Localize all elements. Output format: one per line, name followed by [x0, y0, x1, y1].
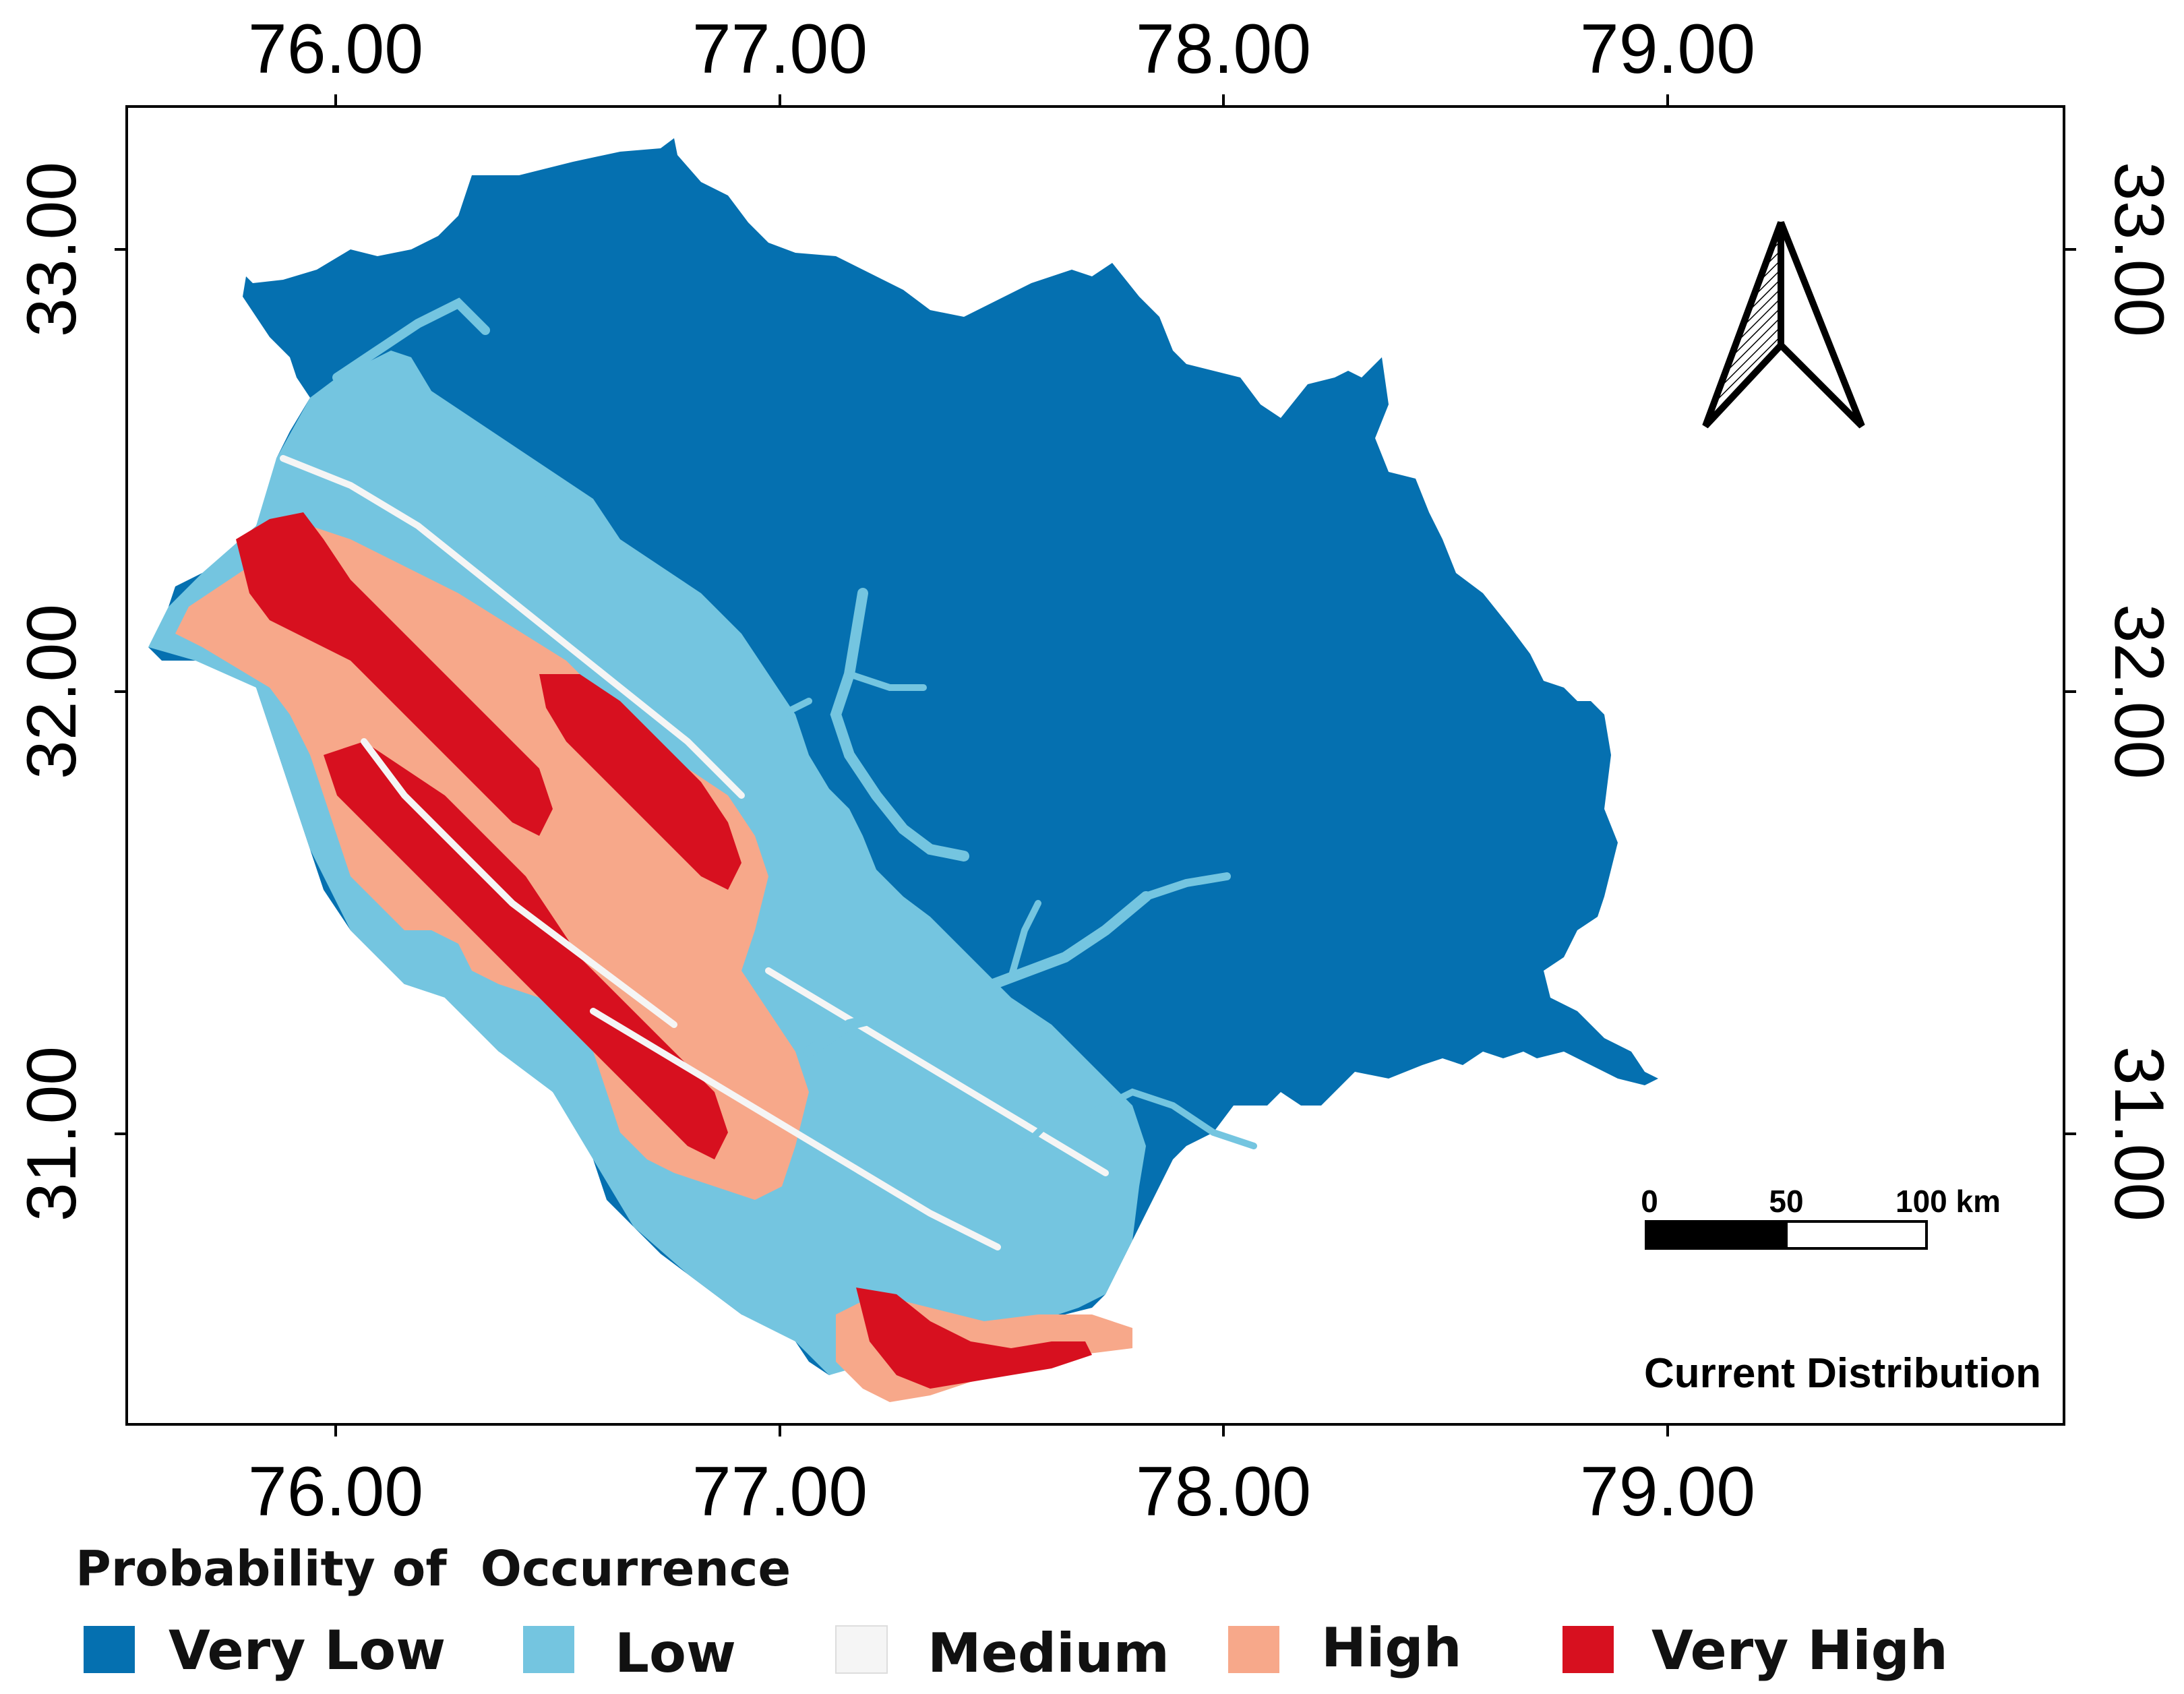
top-lon-label-2: 77.00 [692, 10, 868, 88]
bottom-lon-label-2: 77.00 [692, 1453, 868, 1531]
legend-swatch-low [523, 1626, 574, 1673]
region-very-low [148, 138, 1658, 1375]
left-lat-label-2: 32.00 [13, 604, 91, 779]
scale-bar-black-segment [1645, 1220, 1788, 1250]
left-lat-label-1: 33.00 [13, 162, 91, 337]
legend-label-low: Low [615, 1622, 736, 1685]
scale-label-0: 0 [1641, 1184, 1658, 1219]
region-very-high-1 [236, 512, 553, 836]
scale-bar: 0 50 100 km [1641, 1184, 2001, 1250]
legend-label-very-low: Very Low [169, 1619, 446, 1682]
legend-swatch-high [1228, 1626, 1279, 1673]
river-valleys-low [332, 297, 1257, 1149]
legend-label-medium: Medium [928, 1622, 1170, 1685]
region-very-high-2 [324, 742, 728, 1159]
map-title: Current Distribution [1644, 1350, 2041, 1397]
bottom-lon-label-3: 78.00 [1136, 1453, 1311, 1531]
legend-swatch-very-high [1563, 1626, 1614, 1673]
left-lat-label-3: 31.00 [13, 1046, 91, 1221]
right-lat-label-2: 32.00 [2100, 604, 2178, 779]
legend-title: Probability of Occurrence [75, 1540, 791, 1597]
legend-label-high: High [1321, 1616, 1462, 1679]
top-lon-label-4: 79.00 [1580, 10, 1755, 88]
scale-label-50: 50 [1769, 1184, 1803, 1219]
north-arrow-icon [1702, 221, 1865, 429]
legend-swatch-medium [835, 1625, 888, 1674]
top-lon-label-3: 78.00 [1136, 10, 1311, 88]
legend: Probability of Occurrence Very Low Low M… [75, 1540, 1948, 1685]
right-lat-label-1: 33.00 [2100, 162, 2178, 337]
legend-swatch-very-low [84, 1626, 135, 1673]
bottom-lon-label-1: 76.00 [248, 1453, 423, 1531]
region-medium [280, 455, 1109, 1250]
bottom-lon-label-4: 79.00 [1580, 1453, 1755, 1531]
region-very-high-4 [856, 1288, 1092, 1389]
scale-bar-white-segment [1785, 1220, 1928, 1250]
scale-label-100km: 100 km [1895, 1184, 2001, 1219]
top-lon-label-1: 76.00 [248, 10, 423, 88]
legend-label-very-high: Very High [1651, 1619, 1948, 1682]
region-very-high-3 [539, 674, 741, 890]
right-lat-label-3: 31.00 [2100, 1046, 2178, 1221]
axis-ticks [115, 94, 2076, 1436]
